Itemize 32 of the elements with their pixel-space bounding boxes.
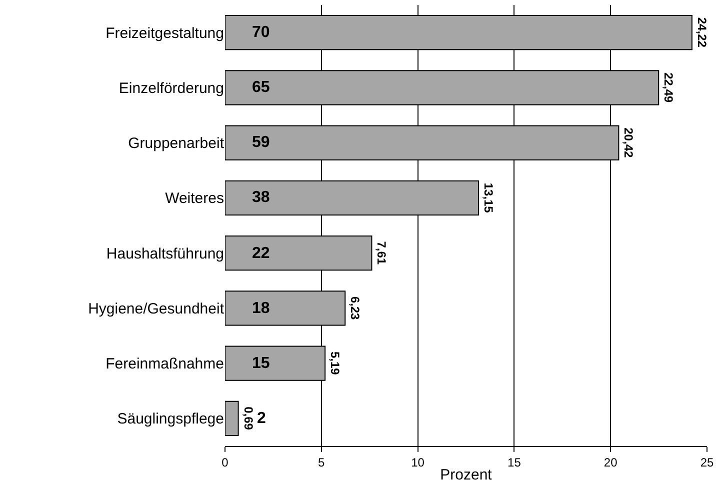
x-tick-label: 0: [222, 455, 229, 470]
x-tick-label: 10: [411, 455, 425, 470]
x-tick-label: 5: [318, 455, 326, 470]
y-tick-label: Freizeitgestaltung: [106, 24, 224, 42]
y-tick-label: Hygiene/Gesundheit: [88, 300, 225, 318]
y-tick-label: Haushaltsführung: [106, 245, 224, 262]
annotation: 65: [252, 79, 270, 96]
data-label: 5,19: [328, 351, 342, 376]
annotation: 38: [252, 189, 270, 206]
x-axis-title: Prozent: [440, 466, 493, 484]
data-label: 13,15: [482, 182, 496, 214]
data-label: 24,22: [694, 17, 709, 48]
x-tick-label: 15: [508, 455, 522, 470]
data-label: 6,23: [348, 296, 362, 320]
annotation: 70: [252, 24, 270, 41]
annotation: 15: [252, 355, 270, 372]
data-label: 7,61: [374, 241, 389, 265]
y-tick-label: Einzelförderung: [118, 80, 224, 97]
annotation: 22: [252, 245, 270, 262]
annotation: 18: [252, 300, 270, 317]
data-label: 20,42: [622, 128, 636, 158]
y-tick-label: Fereinmaßnahme: [106, 356, 224, 373]
annotation: 2: [257, 410, 266, 427]
x-tick-label: 20: [604, 455, 618, 470]
bar: [225, 400, 239, 436]
data-label: 22,49: [662, 72, 676, 103]
data-label: 0,69: [241, 406, 256, 430]
x-tick-label: 25: [700, 455, 714, 470]
annotation: 59: [252, 134, 270, 151]
y-tick-label: Säuglingspflege: [117, 410, 224, 428]
y-tick-label: Gruppenarbeit: [128, 135, 225, 152]
y-tick-label: Weiteres: [165, 190, 224, 208]
